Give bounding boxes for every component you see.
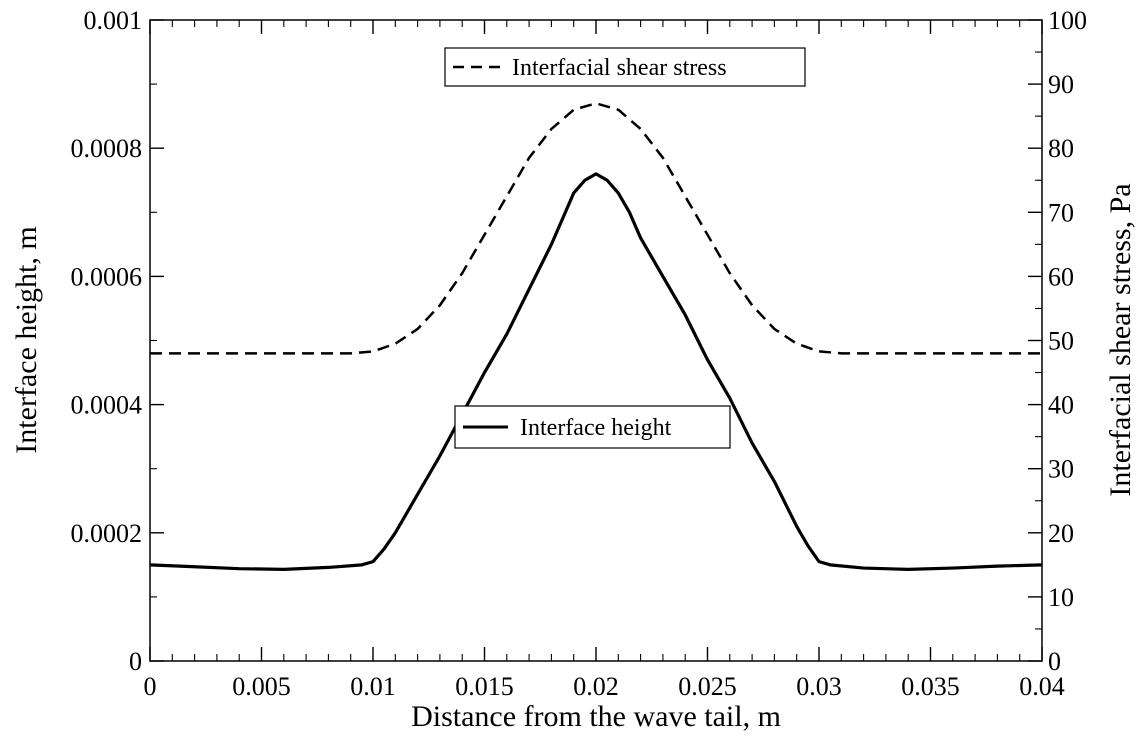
x-tick-label: 0.015 xyxy=(455,672,514,701)
x-tick-label: 0.035 xyxy=(901,672,960,701)
y-right-tick-label: 90 xyxy=(1048,70,1074,99)
x-axis-title: Distance from the wave tail, m xyxy=(411,700,781,733)
y-right-axis-ticks: 0 10 20 30 40 50 60 70 80 90 100 xyxy=(1028,6,1087,676)
y-right-tick-label: 80 xyxy=(1048,134,1074,163)
y-right-tick-label: 70 xyxy=(1048,198,1074,227)
y-left-axis-ticks: 0 0.0002 0.0004 0.0006 0.0008 0.001 xyxy=(71,6,164,676)
y-right-tick-label: 0 xyxy=(1048,647,1061,676)
x-tick-label: 0.03 xyxy=(796,672,842,701)
legend-shear-stress-box xyxy=(444,47,806,87)
x-axis-ticks: 0 0.005 0.01 0.015 0.02 0.025 0.03 0.035 0.04 xyxy=(144,20,1065,701)
x-tick-label: 0.02 xyxy=(573,672,619,701)
legend-shear-stress: Interfacial shear stress xyxy=(444,47,806,87)
y-right-axis-title: Interfacial shear stress, Pa xyxy=(1104,183,1137,496)
legend-interface-height-label: Interface height xyxy=(520,415,672,441)
x-tick-label: 0.01 xyxy=(350,672,396,701)
y-left-tick-label: 0.0006 xyxy=(71,262,143,291)
y-right-tick-label: 50 xyxy=(1048,327,1074,356)
y-left-tick-label: 0 xyxy=(129,647,142,676)
y-right-tick-label: 30 xyxy=(1048,455,1074,484)
x-tick-label: 0.04 xyxy=(1019,672,1065,701)
y-right-tick-label: 10 xyxy=(1048,583,1074,612)
y-right-tick-label: 20 xyxy=(1048,519,1074,548)
y-right-tick-label: 40 xyxy=(1048,391,1074,420)
series-interface-height-line xyxy=(149,172,1043,571)
x-tick-label: 0 xyxy=(144,672,157,701)
series-layer xyxy=(149,102,1043,571)
y-right-tick-label: 60 xyxy=(1048,262,1074,291)
y-left-tick-label: 0.0004 xyxy=(71,391,143,420)
legend-interface-height: Interface height xyxy=(454,405,731,449)
y-left-tick-label: 0.001 xyxy=(84,6,143,35)
y-left-axis-title: Interface height, m xyxy=(10,226,43,453)
x-tick-label: 0.025 xyxy=(678,672,737,701)
x-tick-label: 0.005 xyxy=(232,672,291,701)
y-right-tick-label: 100 xyxy=(1048,6,1087,35)
y-left-tick-label: 0.0002 xyxy=(71,519,143,548)
series-shear-stress-line xyxy=(150,102,1042,355)
plot-frame xyxy=(149,19,1043,662)
y-left-tick-label: 0.0008 xyxy=(71,134,143,163)
legend-shear-stress-label: Interfacial shear stress xyxy=(512,55,727,81)
